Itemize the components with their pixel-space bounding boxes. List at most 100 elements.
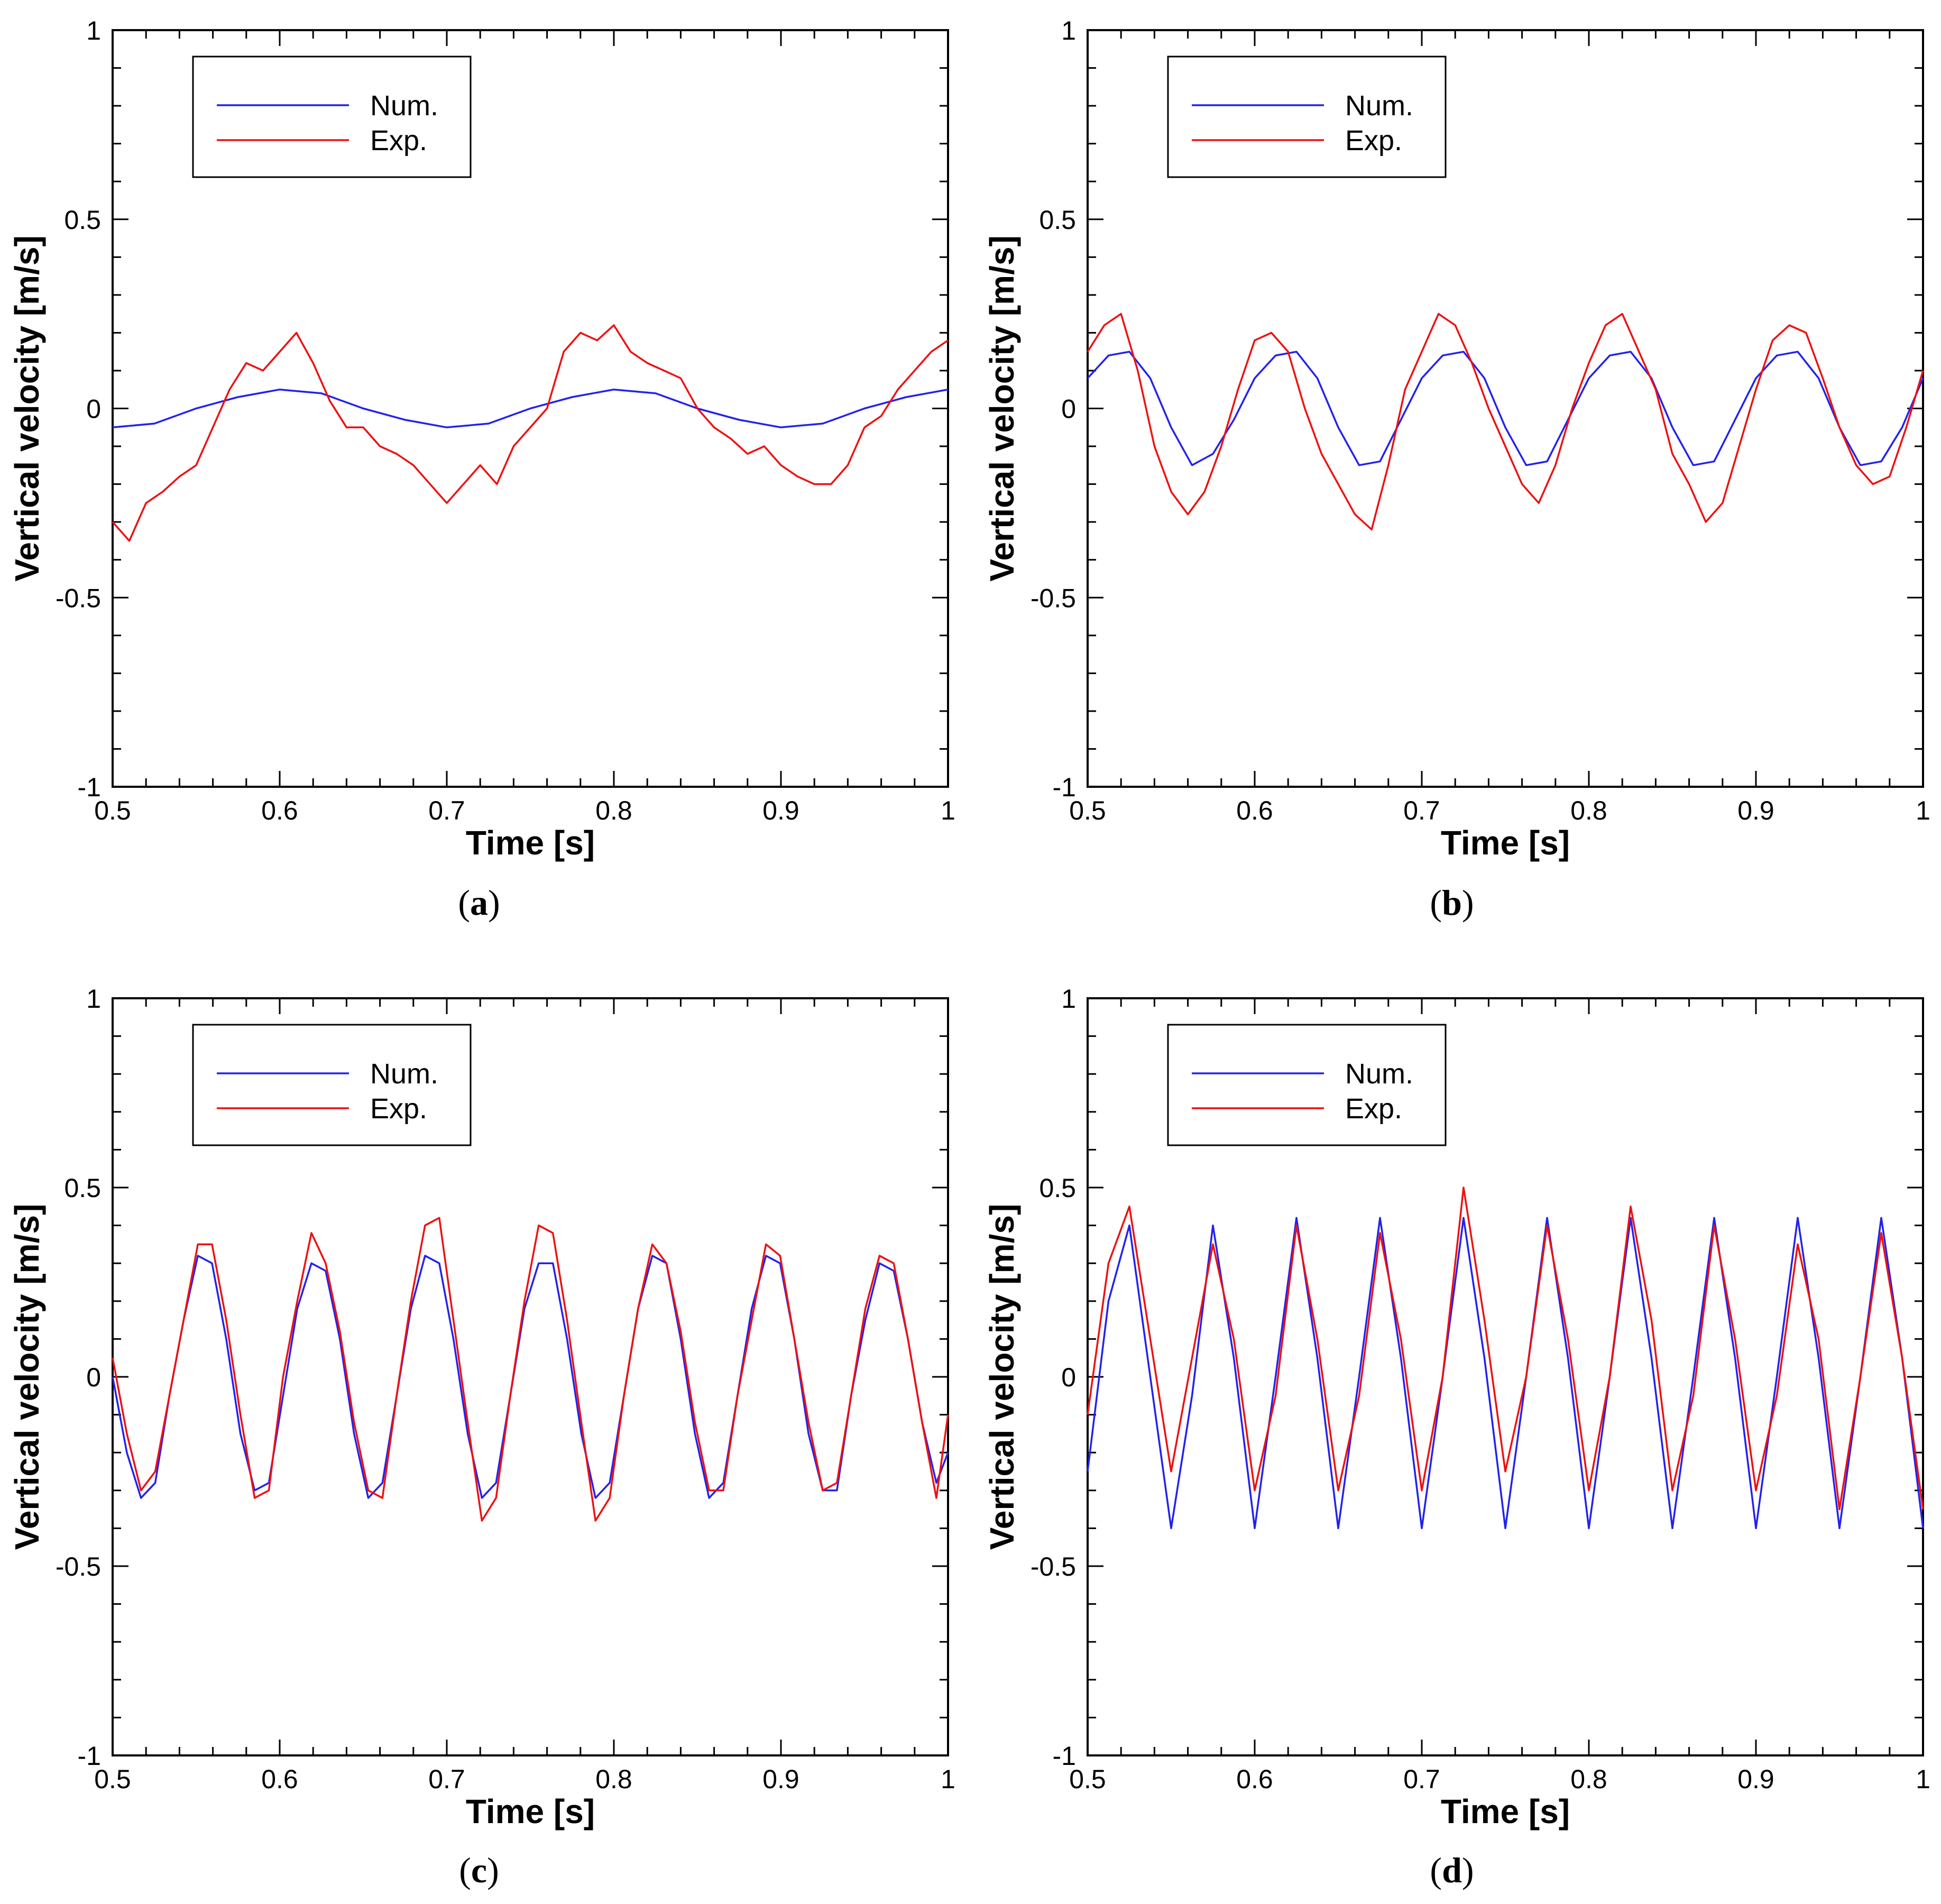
caption-open-paren: ( <box>458 882 470 923</box>
x-tick-label: 0.9 <box>1737 796 1774 825</box>
y-axis-title: Vertical velocity [m/s] <box>8 1204 46 1550</box>
caption-close-paren: ) <box>487 1850 499 1890</box>
y-tick-label: 1 <box>1061 984 1076 1014</box>
y-tick-label: -1 <box>78 772 101 802</box>
y-tick-label: 0 <box>1061 1363 1076 1392</box>
series-line-exp <box>112 324 949 542</box>
x-tick-label: 0.6 <box>261 796 298 825</box>
y-tick-label: -0.5 <box>56 583 101 613</box>
legend-box <box>192 1024 472 1146</box>
legend-label-exp: Exp. <box>370 1093 427 1125</box>
y-tick-label: 1 <box>1061 16 1076 45</box>
panel-b: 0.5 0.6 0.7 0.8 0.9 1 -1 -0.5 0 0.5 1 Time [s] Verti… <box>983 16 1930 923</box>
series-line-exp <box>112 1217 949 1522</box>
panel-d: 0.5 0.6 0.7 0.8 0.9 1 -1 -0.5 0 0.5 1 Time [s] Verti… <box>983 984 1930 1890</box>
x-tick-label: 0.9 <box>762 1764 799 1794</box>
x-tick-label: 1 <box>941 796 955 825</box>
legend-label-exp: Exp. <box>370 125 427 157</box>
x-axis-title: Time [s] <box>466 824 595 862</box>
legend: Num.Exp. <box>1167 56 1447 178</box>
caption-open-paren: ( <box>1430 1850 1442 1890</box>
legend-label-num: Num. <box>1345 90 1413 122</box>
x-tick-label: 0.7 <box>1403 1764 1440 1794</box>
y-axis-title: Vertical velocity [m/s] <box>983 235 1021 582</box>
x-tick-label: 0.5 <box>1069 796 1106 825</box>
tick-marks <box>1087 29 1924 788</box>
legend-label-exp: Exp. <box>1345 1093 1402 1125</box>
series-line-num <box>1087 351 1924 466</box>
x-tick-label: 0.8 <box>595 1764 632 1794</box>
panel-caption: (a) <box>458 882 500 923</box>
y-tick-label: 1 <box>86 984 101 1014</box>
y-tick-label: -1 <box>1053 1741 1076 1771</box>
panels-group: 0.5 0.6 0.7 0.8 0.9 1 -1 -0.5 0 0.5 1 Time [s] Verti… <box>8 16 1930 1890</box>
x-tick-label: 0.7 <box>428 1764 465 1794</box>
series-group <box>112 1217 949 1522</box>
legend-label-exp: Exp. <box>1345 125 1402 157</box>
panel-a: 0.5 0.6 0.7 0.8 0.9 1 -1 -0.5 0 0.5 1 Time [s] Verti… <box>8 16 955 923</box>
y-tick-label: 0.5 <box>1039 205 1076 235</box>
x-tick-label: 0.5 <box>94 796 131 825</box>
series-line-exp <box>1087 1186 1924 1511</box>
series-group <box>1087 312 1924 531</box>
tick-marks <box>1087 997 1924 1756</box>
caption-close-paren: ) <box>1462 1850 1474 1890</box>
y-tick-label: 1 <box>86 16 101 45</box>
legend: Num.Exp. <box>1167 1024 1447 1146</box>
x-tick-label: 0.8 <box>595 796 632 825</box>
y-tick-label: -0.5 <box>1031 583 1076 613</box>
x-tick-label: 0.9 <box>1737 1764 1774 1794</box>
x-tick-label: 0.6 <box>261 1764 298 1794</box>
legend-box <box>1167 56 1447 178</box>
x-axis-title: Time [s] <box>1441 824 1570 862</box>
x-tick-label: 0.6 <box>1236 796 1273 825</box>
x-tick-label: 0.5 <box>94 1764 131 1794</box>
series-line-num <box>1087 1217 1924 1530</box>
legend-label-num: Num. <box>370 90 438 122</box>
y-tick-label: 0 <box>86 1363 101 1392</box>
caption-letter: d <box>1442 1850 1462 1890</box>
series-group <box>1087 1186 1924 1530</box>
caption-letter: c <box>471 1850 487 1890</box>
legend-label-num: Num. <box>1345 1058 1413 1090</box>
x-tick-label: 0.7 <box>1403 796 1440 825</box>
x-tick-label: 1 <box>941 1764 955 1794</box>
x-tick-label: 0.5 <box>1069 1764 1106 1794</box>
caption-letter: a <box>470 882 488 923</box>
x-axis-title: Time [s] <box>466 1792 595 1831</box>
legend-box <box>1167 1024 1447 1146</box>
x-tick-label: 0.9 <box>762 796 799 825</box>
panel-c: 0.5 0.6 0.7 0.8 0.9 1 -1 -0.5 0 0.5 1 Time [s] Verti… <box>8 984 955 1890</box>
y-tick-label: -1 <box>78 1741 101 1771</box>
series-line-exp <box>1087 312 1924 531</box>
y-tick-label: 0 <box>1061 394 1076 424</box>
y-axis-title: Vertical velocity [m/s] <box>983 1204 1021 1550</box>
series-group <box>112 324 949 542</box>
panel-caption: (c) <box>459 1850 499 1890</box>
panel-caption: (d) <box>1430 1850 1474 1890</box>
y-tick-label: -1 <box>1053 772 1076 802</box>
y-tick-label: -0.5 <box>56 1552 101 1581</box>
y-tick-label: -0.5 <box>1031 1552 1076 1581</box>
x-tick-label: 0.8 <box>1570 796 1607 825</box>
caption-open-paren: ( <box>459 1850 471 1890</box>
y-tick-label: 0.5 <box>64 205 101 235</box>
x-tick-label: 0.7 <box>428 796 465 825</box>
legend: Num.Exp. <box>192 56 472 178</box>
x-axis-title: Time [s] <box>1441 1792 1570 1831</box>
tick-marks <box>112 29 949 788</box>
caption-close-paren: ) <box>488 882 500 923</box>
y-tick-label: 0.5 <box>64 1173 101 1203</box>
legend-label-num: Num. <box>370 1058 438 1090</box>
x-tick-label: 1 <box>1916 1764 1930 1794</box>
y-axis-title: Vertical velocity [m/s] <box>8 235 46 582</box>
y-tick-label: 0.5 <box>1039 1173 1076 1203</box>
legend-box <box>192 56 472 178</box>
caption-close-paren: ) <box>1462 882 1474 923</box>
x-tick-label: 0.8 <box>1570 1764 1607 1794</box>
x-tick-label: 1 <box>1916 796 1930 825</box>
x-tick-label: 0.6 <box>1236 1764 1273 1794</box>
legend: Num.Exp. <box>192 1024 472 1146</box>
caption-letter: b <box>1442 882 1462 923</box>
